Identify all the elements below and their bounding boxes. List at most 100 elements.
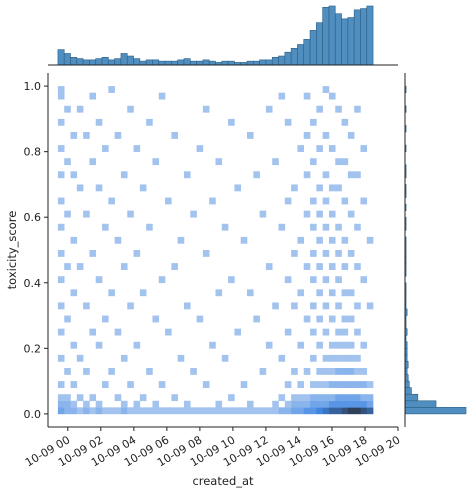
heatmap-cell — [209, 341, 216, 349]
heatmap-cell — [291, 400, 298, 408]
heatmap-cell — [89, 328, 97, 336]
heatmap-cell — [297, 394, 305, 402]
heatmap-cell — [354, 394, 361, 402]
heatmap-cell — [291, 302, 298, 310]
heatmap-cell — [89, 394, 97, 402]
x-marginal-bar — [126, 55, 134, 66]
heatmap-cell — [57, 197, 65, 205]
heatmap-cell — [183, 407, 191, 415]
heatmap-cell — [354, 223, 361, 231]
heatmap-cell — [322, 223, 330, 231]
x-marginal-bar — [309, 30, 317, 66]
heatmap-cell — [183, 302, 191, 310]
heatmap-cell — [354, 263, 361, 270]
heatmap-cell — [328, 407, 336, 415]
x-marginal-bar — [347, 17, 355, 66]
x-marginal-bar — [284, 51, 292, 66]
heatmap-cell — [158, 276, 166, 284]
heatmap-cell — [297, 407, 305, 415]
heatmap-cell — [202, 407, 210, 415]
x-marginal-bar — [183, 58, 191, 66]
heatmap-cell — [64, 368, 71, 375]
heatmap-cell — [360, 276, 368, 284]
heatmap-cell — [183, 171, 191, 179]
heatmap-cell — [335, 223, 342, 231]
x-marginal-bar — [246, 60, 254, 66]
heatmap-cell — [265, 407, 273, 415]
heatmap-cell — [76, 263, 84, 270]
heatmap-cell — [70, 236, 78, 244]
heatmap-cell — [354, 328, 361, 336]
heatmap-cell — [347, 289, 355, 297]
heatmap-cell — [108, 407, 115, 415]
heatmap-cell — [322, 381, 330, 388]
x-marginal-histogram — [48, 5, 398, 66]
heatmap-cell — [278, 354, 286, 362]
heatmap-cell — [196, 145, 204, 152]
heatmap-cell — [95, 341, 103, 349]
heatmap-cell — [360, 400, 368, 408]
heatmap-cell — [152, 407, 160, 415]
x-marginal-bar — [322, 6, 330, 66]
heatmap-cell — [190, 368, 197, 375]
heatmap-cell — [328, 92, 336, 100]
x-marginal-bar — [271, 56, 279, 66]
heatmap-cell — [146, 407, 153, 415]
x-marginal-bar — [133, 58, 141, 66]
heatmap-cell — [114, 407, 122, 415]
heatmap-cell — [64, 105, 71, 113]
heatmap-cell — [108, 86, 115, 93]
heatmap-cell — [171, 263, 178, 270]
heatmap-cell — [284, 197, 292, 205]
heatmap-cell — [341, 263, 349, 270]
heatmap-cell — [259, 210, 267, 218]
heatmap-cell — [335, 184, 342, 192]
heatmap-cell — [177, 354, 185, 362]
heatmap-cell — [316, 315, 323, 323]
heatmap-cell — [341, 407, 349, 415]
y-tick-label: 0.8 — [24, 146, 42, 159]
heatmap-cell — [335, 250, 342, 257]
heatmap-cell — [57, 407, 65, 415]
heatmap-cell — [127, 381, 134, 388]
heatmap-cell — [247, 132, 254, 139]
heatmap-cell — [354, 354, 361, 362]
x-marginal-bar — [164, 60, 172, 66]
y-marginal-bar — [404, 400, 437, 408]
heatmap-cell — [310, 394, 317, 402]
heatmap-cell — [347, 132, 355, 139]
heatmap-cell — [347, 354, 355, 362]
heatmap-cell — [322, 400, 330, 408]
y-tick-label: 1.0 — [24, 80, 42, 93]
heatmap-cell — [347, 315, 355, 323]
heatmap-cell — [158, 92, 166, 100]
heatmap-cell — [316, 145, 323, 152]
heatmap-cell — [57, 302, 65, 310]
x-marginal-bar — [360, 8, 368, 66]
heatmap-cell — [196, 407, 204, 415]
heatmap-cell — [328, 354, 336, 362]
heatmap-cell — [303, 315, 311, 323]
heatmap-cell — [291, 394, 298, 402]
heatmap-cell — [64, 394, 71, 402]
heatmap-cell — [335, 158, 342, 166]
heatmap-cell — [76, 407, 84, 415]
heatmap-cell — [114, 394, 122, 402]
heatmap-cell — [152, 158, 160, 166]
heatmap-cell — [57, 145, 65, 152]
heatmap-cell — [316, 341, 323, 349]
heatmap-cell — [347, 250, 355, 257]
heatmap-cell — [240, 381, 248, 388]
heatmap-cell — [152, 400, 160, 408]
x-marginal-bar — [57, 49, 65, 66]
heatmap-cell — [303, 210, 311, 218]
x-marginal-bar — [158, 60, 166, 66]
x-marginal-bar — [316, 22, 323, 66]
heatmap-cell — [328, 145, 336, 152]
heatmap-cell — [139, 394, 147, 402]
heatmap-cell — [310, 118, 317, 126]
heatmap-cell — [102, 381, 109, 388]
heatmap-cell — [335, 328, 342, 336]
x-axis-label: created_at — [192, 474, 254, 488]
